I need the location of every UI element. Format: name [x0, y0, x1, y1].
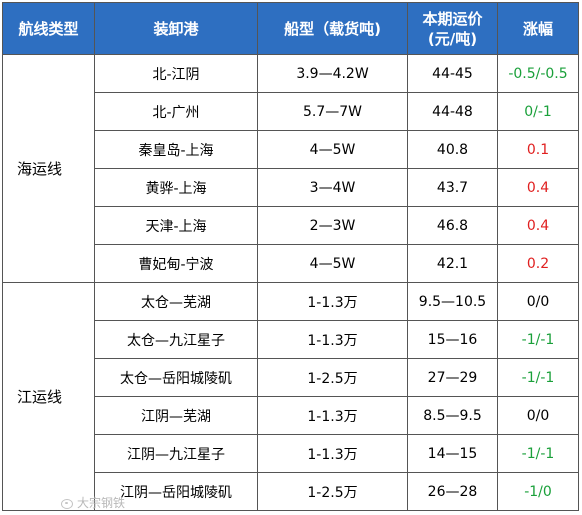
change-cell: 0/0	[497, 282, 579, 321]
ship-type-cell: 5.7—7W	[257, 92, 408, 131]
table-row: 江阴—芜湖 1-1.3万 8.5—9.5 0/0	[3, 396, 579, 435]
table-row: 太仓—岳阳城陵矶 1-2.5万 27—29 -1/-1	[3, 358, 579, 397]
table-row: 黄骅-上海 3—4W 43.7 0.4	[3, 168, 579, 207]
freight-cell: 42.1	[407, 244, 498, 283]
port-cell: 太仓—芜湖	[94, 282, 258, 321]
change-cell: -1/-1	[497, 320, 579, 359]
table-row: 北-广州 5.7—7W 44-48 0/-1	[3, 92, 579, 131]
freight-cell: 15—16	[407, 320, 498, 359]
freight-cell: 14—15	[407, 434, 498, 473]
watermark-text: 大宗钢铁	[77, 496, 126, 510]
port-cell: 秦皇岛-上海	[94, 130, 258, 169]
change-cell: 0.4	[497, 168, 579, 207]
change-cell: -0.5/-0.5	[497, 54, 579, 93]
freight-cell: 44-45	[407, 54, 498, 93]
header-change: 涨幅	[497, 2, 579, 55]
ship-type-cell: 4—5W	[257, 244, 408, 283]
change-cell: -1/-1	[497, 358, 579, 397]
table-row: 天津-上海 2—3W 46.8 0.4	[3, 206, 579, 245]
weibo-icon	[60, 497, 74, 509]
freight-cell: 9.5—10.5	[407, 282, 498, 321]
freight-rate-table: 航线类型 装卸港 船型（载货吨) 本期运价 (元/吨) 涨幅 海运线 北-江阴 3.…	[2, 2, 579, 511]
change-cell: 0/-1	[497, 92, 579, 131]
ship-type-cell: 1-2.5万	[257, 472, 408, 511]
freight-cell: 43.7	[407, 168, 498, 207]
change-cell: 0.4	[497, 206, 579, 245]
table-row: 秦皇岛-上海 4—5W 40.8 0.1	[3, 130, 579, 169]
ship-type-cell: 3—4W	[257, 168, 408, 207]
header-freight: 本期运价 (元/吨)	[407, 2, 498, 55]
freight-cell: 46.8	[407, 206, 498, 245]
port-cell: 北-江阴	[94, 54, 258, 93]
change-cell: -1/0	[497, 472, 579, 511]
freight-cell: 44-48	[407, 92, 498, 131]
header-ship-type: 船型（载货吨)	[257, 2, 408, 55]
change-cell: 0.1	[497, 130, 579, 169]
freight-cell: 40.8	[407, 130, 498, 169]
ship-type-cell: 1-2.5万	[257, 358, 408, 397]
ship-type-cell: 1-1.3万	[257, 320, 408, 359]
port-cell: 太仓—九江星子	[94, 320, 258, 359]
freight-cell: 27—29	[407, 358, 498, 397]
port-cell: 江阴—九江星子	[94, 434, 258, 473]
watermark: 大宗钢铁	[60, 494, 125, 511]
table-row: 太仓—九江星子 1-1.3万 15—16 -1/-1	[3, 320, 579, 359]
table-row: 江运线 太仓—芜湖 1-1.3万 9.5—10.5 0/0	[2, 282, 579, 511]
port-cell: 天津-上海	[94, 206, 258, 245]
table-body: 海运线 北-江阴 3.9—4.2W 44-45 -0.5/-0.5 北-广州 5.7—7W 4…	[2, 54, 579, 511]
port-cell: 黄骅-上海	[94, 168, 258, 207]
header-route-type: 航线类型	[2, 2, 95, 55]
change-cell: 0.2	[497, 244, 579, 283]
table-header: 航线类型 装卸港 船型（载货吨) 本期运价 (元/吨) 涨幅	[2, 2, 579, 55]
port-cell: 江阴—芜湖	[94, 396, 258, 435]
change-cell: -1/-1	[497, 434, 579, 473]
change-cell: 0/0	[497, 396, 579, 435]
ship-type-cell: 4—5W	[257, 130, 408, 169]
ship-type-cell: 1-1.3万	[257, 434, 408, 473]
ship-type-cell: 1-1.3万	[257, 396, 408, 435]
route-group-label: 江运线	[2, 282, 95, 511]
port-cell: 曹妃甸-宁波	[94, 244, 258, 283]
freight-cell: 8.5—9.5	[407, 396, 498, 435]
header-port: 装卸港	[94, 2, 258, 55]
ship-type-cell: 2—3W	[257, 206, 408, 245]
header-row: 航线类型 装卸港 船型（载货吨) 本期运价 (元/吨) 涨幅	[2, 2, 579, 55]
table-row: 江阴—岳阳城陵矶 1-2.5万 26—28 -1/0	[3, 472, 579, 511]
freight-cell: 26—28	[407, 472, 498, 511]
table-row: 曹妃甸-宁波 4—5W 42.1 0.2	[3, 244, 579, 283]
ship-type-cell: 1-1.3万	[257, 282, 408, 321]
table-row: 海运线 北-江阴 3.9—4.2W 44-45 -0.5/-0.5	[2, 54, 579, 283]
ship-type-cell: 3.9—4.2W	[257, 54, 408, 93]
port-cell: 北-广州	[94, 92, 258, 131]
route-group-label: 海运线	[2, 54, 95, 283]
port-cell: 江阴—岳阳城陵矶	[94, 472, 258, 511]
port-cell: 太仓—岳阳城陵矶	[94, 358, 258, 397]
